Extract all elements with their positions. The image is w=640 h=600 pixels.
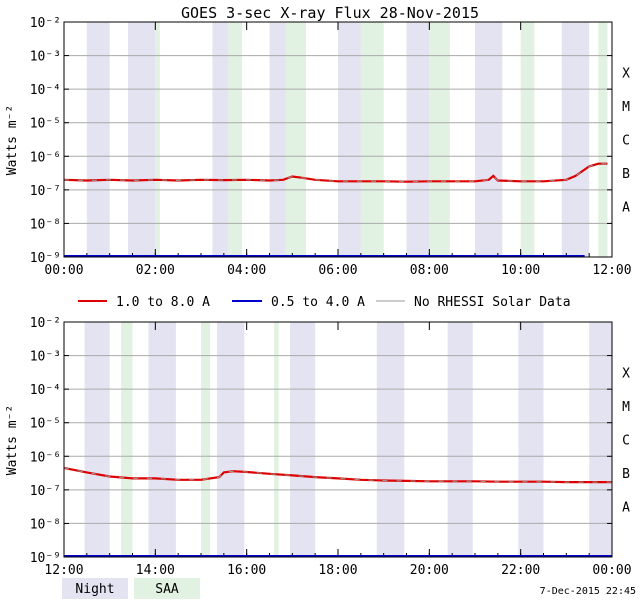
y-tick-label: 10⁻⁸ bbox=[30, 217, 61, 232]
night-band bbox=[290, 322, 316, 557]
flare-class-label: C bbox=[622, 134, 630, 149]
y-tick-label: 10⁻⁶ bbox=[30, 150, 61, 165]
y-tick-label: 10⁻⁸ bbox=[30, 517, 61, 532]
plot-frame bbox=[63, 321, 613, 558]
saa-band bbox=[598, 22, 608, 257]
series-no-rhessi bbox=[63, 467, 612, 483]
night-band bbox=[518, 322, 544, 557]
flare-class-label: M bbox=[622, 100, 630, 115]
night-band bbox=[148, 322, 176, 557]
y-axis-label: Watts m⁻² bbox=[5, 405, 20, 475]
night-band bbox=[338, 22, 361, 257]
night-band bbox=[127, 22, 156, 257]
y-tick-label: 10⁻⁷ bbox=[30, 484, 61, 499]
y-tick-label: 10⁻⁴ bbox=[30, 83, 61, 98]
y-tick-label: 10⁻⁹ bbox=[30, 251, 61, 266]
x-tick-label: 00:00 bbox=[44, 263, 83, 278]
legend: 1.0 to 8.0 A 0.5 to 4.0 A No RHESSI Sola… bbox=[78, 295, 571, 310]
band-key: Night SAA bbox=[62, 578, 200, 599]
x-tick-label: 06:00 bbox=[318, 263, 357, 278]
flare-class-label: C bbox=[622, 434, 630, 449]
saa-band bbox=[285, 22, 307, 257]
night-band bbox=[561, 22, 590, 257]
y-tick-label: 10⁻³ bbox=[30, 50, 61, 65]
x-tick-label: 22:00 bbox=[501, 563, 540, 578]
flare-class-label: M bbox=[622, 400, 630, 415]
flare-class-label: X bbox=[622, 66, 630, 81]
y-tick-label: 10⁻⁹ bbox=[30, 551, 61, 566]
plot-frame bbox=[63, 21, 613, 258]
x-tick-label: 20:00 bbox=[410, 563, 449, 578]
top-panel: 10⁻⁹ 10⁻⁸ 10⁻⁷ 10⁻⁶ 10⁻⁵ 10⁻⁴ 10⁻³ 10⁻² A B C M X 00:… bbox=[5, 16, 632, 278]
x-tick-label: 08:00 bbox=[410, 263, 449, 278]
y-tick-label: 10⁻³ bbox=[30, 350, 61, 365]
chart-title: GOES 3-sec X-ray Flux 28-Nov-2015 bbox=[181, 4, 479, 22]
saa-band bbox=[201, 322, 211, 557]
x-tick-label: 04:00 bbox=[227, 263, 266, 278]
night-band bbox=[589, 322, 612, 557]
legend-short-label: 0.5 to 4.0 A bbox=[271, 295, 365, 310]
y-tick-label: 10⁻⁵ bbox=[30, 417, 61, 432]
saa-band bbox=[429, 22, 450, 257]
night-band bbox=[212, 22, 229, 257]
y-tick-label: 10⁻⁷ bbox=[30, 184, 61, 199]
night-band bbox=[216, 322, 245, 557]
saa-band bbox=[360, 22, 384, 257]
footer-timestamp: 7-Dec-2015 22:45 bbox=[540, 586, 636, 597]
y-tick-label: 10⁻² bbox=[30, 316, 61, 331]
saa-band bbox=[155, 22, 160, 257]
x-tick-label: 10:00 bbox=[501, 263, 540, 278]
y-tick-label: 10⁻⁶ bbox=[30, 450, 61, 465]
night-band bbox=[447, 322, 473, 557]
night-band bbox=[269, 22, 286, 257]
saa-key-box bbox=[134, 578, 200, 599]
saa-band bbox=[228, 22, 243, 257]
y-axis-label: Watts m⁻² bbox=[5, 105, 20, 175]
saa-band bbox=[121, 322, 133, 557]
x-tick-label: 16:00 bbox=[227, 563, 266, 578]
saa-band bbox=[274, 322, 279, 557]
saa-band bbox=[520, 22, 535, 257]
night-band bbox=[86, 22, 110, 257]
night-key-box bbox=[62, 578, 128, 599]
x-tick-label: 18:00 bbox=[318, 563, 357, 578]
flare-class-label: A bbox=[622, 501, 630, 516]
flare-class-label: B bbox=[622, 167, 630, 182]
y-tick-label: 10⁻² bbox=[30, 16, 61, 31]
night-band bbox=[475, 22, 503, 257]
night-key-label: Night bbox=[75, 582, 114, 597]
x-tick-label: 00:00 bbox=[592, 563, 631, 578]
saa-key-label: SAA bbox=[155, 582, 179, 597]
x-tick-label: 12:00 bbox=[44, 563, 83, 578]
y-tick-label: 10⁻⁴ bbox=[30, 383, 61, 398]
night-band bbox=[376, 322, 405, 557]
flare-class-label: B bbox=[622, 467, 630, 482]
night-band bbox=[84, 322, 110, 557]
x-tick-label: 12:00 bbox=[592, 263, 631, 278]
x-tick-label: 14:00 bbox=[136, 563, 175, 578]
night-band bbox=[406, 22, 430, 257]
x-tick-label: 02:00 bbox=[136, 263, 175, 278]
series-no-rhessi bbox=[63, 163, 608, 183]
flare-class-label: A bbox=[622, 201, 630, 216]
legend-long-label: 1.0 to 8.0 A bbox=[116, 295, 210, 310]
flare-class-label: X bbox=[622, 366, 630, 381]
bottom-panel: 10⁻⁹ 10⁻⁸ 10⁻⁷ 10⁻⁶ 10⁻⁵ 10⁻⁴ 10⁻³ 10⁻² A B C M X 12:… bbox=[5, 316, 632, 578]
legend-no-rhessi-label: No RHESSI Solar Data bbox=[414, 295, 571, 310]
y-tick-label: 10⁻⁵ bbox=[30, 117, 61, 132]
